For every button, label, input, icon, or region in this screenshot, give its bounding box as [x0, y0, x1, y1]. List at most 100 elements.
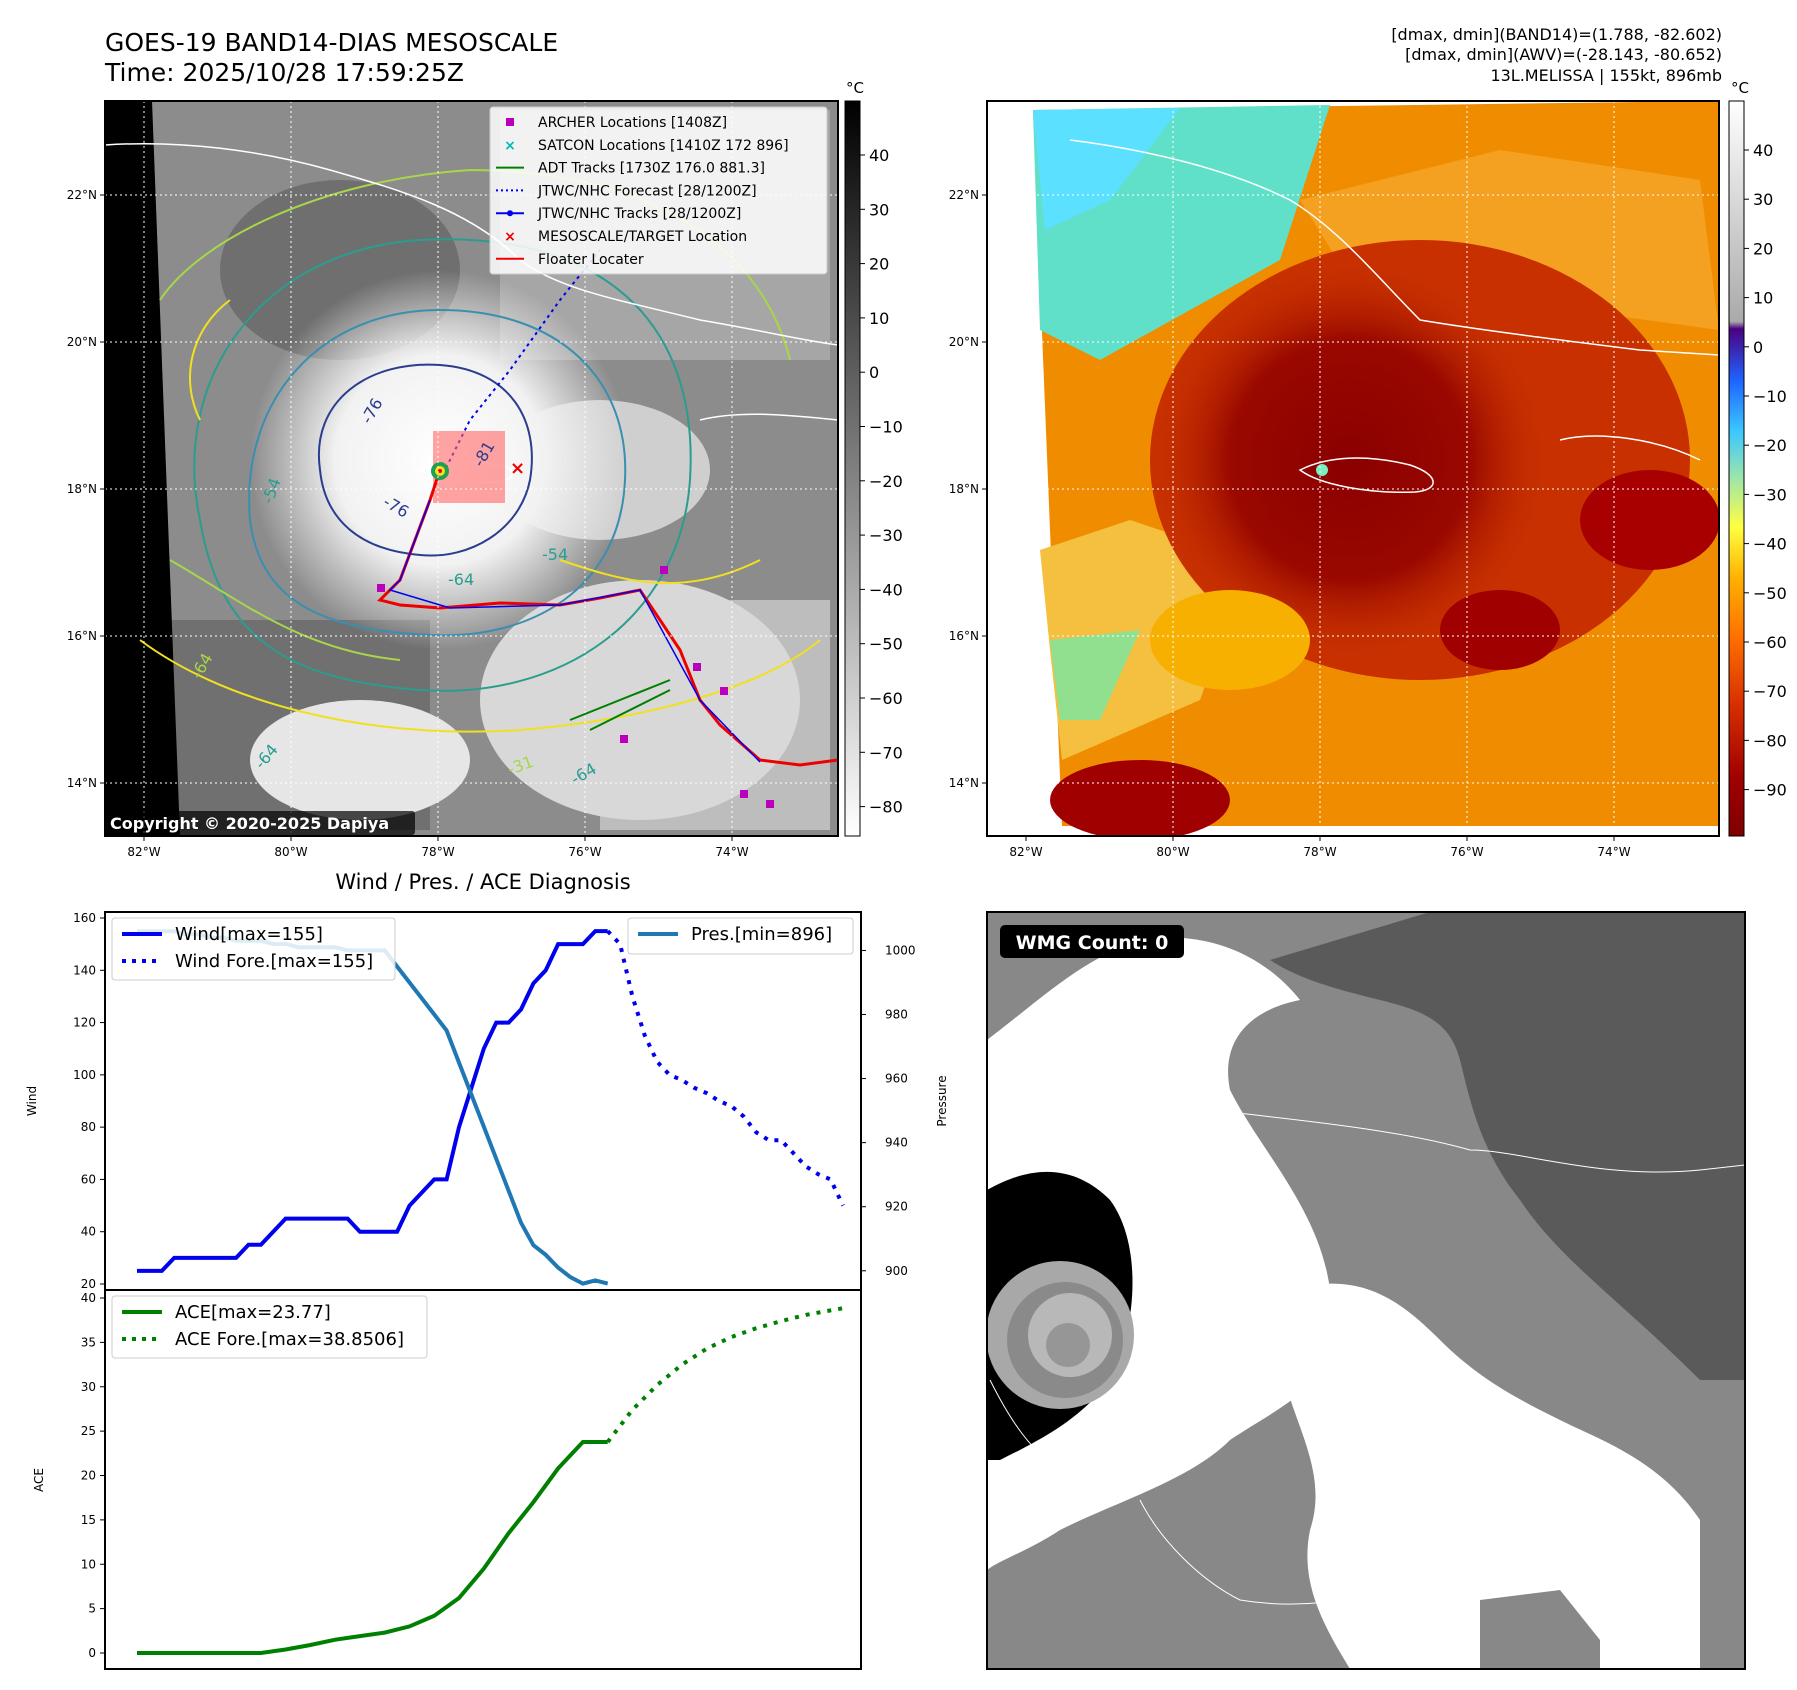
wind-legend: Wind[max=155] Wind Fore.[max=155]	[111, 917, 396, 981]
wind-forecast-line	[606, 929, 845, 1207]
figure-time: Time: 2025/10/28 17:59:25Z	[104, 58, 464, 87]
ir-legend-entry: Floater Locater	[496, 252, 644, 268]
wind-tick-label: 60	[81, 1172, 96, 1186]
contour-label: -64	[448, 570, 474, 589]
wind-tick-label: 160	[73, 911, 96, 925]
colorbar-tick-label: −70	[1753, 682, 1787, 701]
awv-colorbar: °C 40 30 20 10 0 −10 −20 −30 −40 −50 −60 −70 −80 −90	[1728, 79, 1787, 837]
ace-tick-label: 35	[81, 1335, 96, 1349]
lat-tick-label: 18°N	[67, 482, 97, 496]
ace-yticks: 40 35 30 25 20 15 10 5 0	[81, 1291, 105, 1660]
lat-tick-label: 18°N	[949, 482, 979, 496]
colorbar-tick-label: −10	[869, 418, 903, 437]
colorbar-tick-label: 10	[1753, 289, 1773, 308]
lat-tick-label: 22°N	[949, 188, 979, 202]
colorbar-tick-label: 40	[869, 146, 889, 165]
copyright-text: Copyright © 2020-2025 Dapiya	[110, 814, 389, 833]
lon-tick-label: 82°W	[1009, 845, 1042, 859]
colorbar-tick-label: 10	[869, 309, 889, 328]
ace-axis-label: ACE	[32, 1468, 46, 1492]
pressure-tick-label: 960	[885, 1072, 908, 1086]
colorbar-tick-label: 30	[1753, 190, 1773, 209]
pressure-tick-label: 900	[885, 1264, 908, 1278]
wind-line	[137, 929, 608, 1273]
colorbar-tick-label: −30	[1753, 485, 1787, 504]
colorbar-tick-label: −30	[869, 526, 903, 545]
ace-tick-label: 30	[81, 1380, 96, 1394]
colorbar-tick-label: −20	[1753, 436, 1787, 455]
colorbar-tick-label: −80	[1753, 731, 1787, 750]
pressure-legend: Pres.[min=896]	[627, 917, 854, 955]
pressure-tick-label: 920	[885, 1200, 908, 1214]
pressure-tick-label: 1000	[885, 943, 916, 957]
wmg-panel: WMG Count: 0	[986, 911, 1746, 1670]
pressure-axis-label: Pressure	[935, 1075, 949, 1126]
ir-legend-label: MESOSCALE/TARGET Location	[538, 229, 747, 245]
ir-legend-entry: ARCHER Locations [1408Z]	[506, 115, 727, 131]
ir-panel: × -76 -76 -81 -64 -54 -54	[67, 79, 903, 859]
ace-legend: ACE[max=23.77] ACE Fore.[max=38.8506]	[111, 1295, 428, 1359]
ir-legend: ARCHER Locations [1408Z] × SATCON Location…	[489, 106, 828, 275]
ir-legend-label: JTWC/NHC Tracks [28/1200Z]	[537, 206, 741, 222]
ir-legend-label: ARCHER Locations [1408Z]	[538, 115, 727, 131]
lat-tick-label: 16°N	[949, 629, 979, 643]
ir-legend-entry: × MESOSCALE/TARGET Location	[504, 229, 747, 245]
ace-line	[137, 1440, 608, 1655]
svg-text:×: ×	[510, 458, 525, 479]
lon-tick-label: 76°W	[568, 845, 601, 859]
pressure-tick-label: 940	[885, 1136, 908, 1150]
colorbar-tick-label: 40	[1753, 141, 1773, 160]
pressure-tick-label: 980	[885, 1008, 908, 1022]
awv-lat-ticks: 22°N 20°N 18°N 16°N 14°N	[949, 188, 987, 790]
wind-tick-label: 20	[81, 1277, 96, 1291]
lon-tick-label: 80°W	[1156, 845, 1189, 859]
colorbar-tick-label: −60	[869, 689, 903, 708]
ir-legend-label: Floater Locater	[538, 252, 644, 268]
ir-lon-ticks: 82°W 80°W 78°W 76°W 74°W	[127, 836, 749, 859]
colorbar-tick-label: −70	[869, 743, 903, 762]
wind-tick-label: 80	[81, 1120, 96, 1134]
colorbar-tick-label: −10	[1753, 387, 1787, 406]
wind-tick-label: 120	[73, 1016, 96, 1030]
colorbar-tick-label: 0	[869, 363, 879, 382]
pressure-yticks: 1000 980 960 940 920 900	[861, 943, 916, 1278]
ir-legend-entry: JTWC/NHC Tracks [28/1200Z]	[496, 206, 741, 222]
wind-tick-label: 100	[73, 1068, 96, 1082]
ir-legend-label: ADT Tracks [1730Z 176.0 881.3]	[538, 161, 765, 177]
ir-colorbar-unit: °C	[846, 79, 864, 97]
awv-colorbar-unit: °C	[1731, 79, 1749, 97]
ir-legend-label: JTWC/NHC Forecast [28/1200Z]	[537, 183, 757, 199]
ace-tick-label: 5	[88, 1602, 96, 1616]
lat-tick-label: 14°N	[949, 776, 979, 790]
ace-chart: ACE 40 35 30 25 20 15 10 5 0 ACE[max=23.77] ACE F…	[32, 1289, 862, 1670]
ir-legend-entry: JTWC/NHC Forecast [28/1200Z]	[496, 183, 757, 199]
lat-tick-label: 20°N	[67, 335, 97, 349]
colorbar-tick-label: −40	[869, 580, 903, 599]
colorbar-tick-label: 20	[1753, 239, 1773, 258]
colorbar-tick-label: 30	[869, 200, 889, 219]
wind-axis-label: Wind	[25, 1086, 39, 1116]
ace-tick-label: 20	[81, 1469, 96, 1483]
wind-tick-label: 140	[73, 963, 96, 977]
colorbar-tick-label: 20	[869, 255, 889, 274]
svg-text:×: ×	[504, 138, 516, 154]
ace-legend-label: ACE[max=23.77]	[175, 1302, 331, 1323]
ace-legend-label: ACE Fore.[max=38.8506]	[175, 1329, 404, 1350]
diagnosis-title: Wind / Pres. / ACE Diagnosis	[335, 870, 630, 894]
lon-tick-label: 74°W	[1597, 845, 1630, 859]
wind-legend-label: Wind Fore.[max=155]	[175, 951, 373, 972]
colorbar-tick-label: 0	[1753, 338, 1763, 357]
ace-series-group	[137, 1306, 844, 1655]
lon-tick-label: 78°W	[421, 845, 454, 859]
wind-tick-label: 40	[81, 1225, 96, 1239]
ir-legend-label: SATCON Locations [1410Z 172 896]	[538, 138, 789, 154]
lon-tick-label: 78°W	[1303, 845, 1336, 859]
lon-tick-label: 76°W	[1450, 845, 1483, 859]
ir-lat-ticks: 22°N 20°N 18°N 16°N 14°N	[67, 188, 105, 790]
lon-tick-label: 82°W	[127, 845, 160, 859]
svg-text:×: ×	[504, 229, 516, 245]
colorbar-tick-label: −50	[1753, 584, 1787, 603]
wmg-count-label: WMG Count: 0	[1016, 932, 1169, 954]
colorbar-tick-label: −60	[1753, 633, 1787, 652]
